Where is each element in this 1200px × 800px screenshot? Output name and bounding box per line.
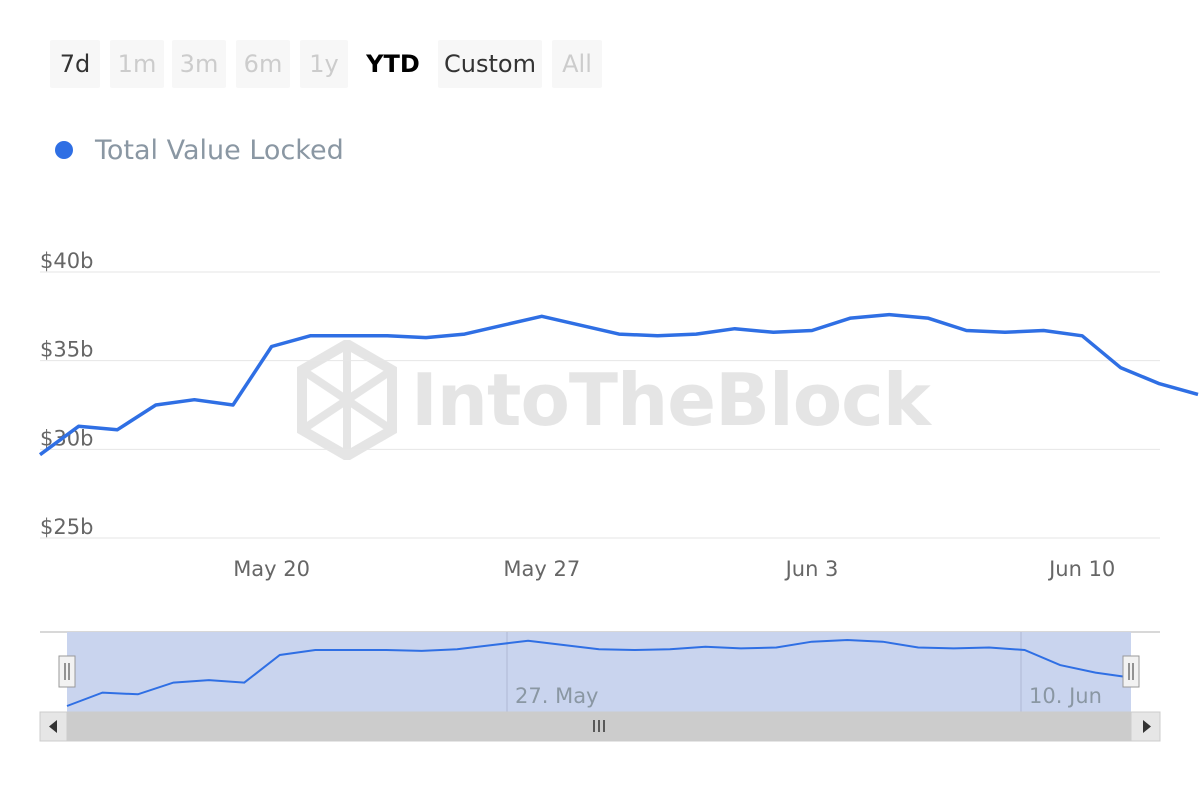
series-layer xyxy=(38,312,1199,457)
arrow-left-icon xyxy=(49,720,57,733)
y-tick-label: $35b xyxy=(40,338,93,362)
navigator-right-handle[interactable] xyxy=(1122,655,1140,688)
watermark-text: IntoTheBlock xyxy=(411,358,931,442)
range-button-ytd[interactable]: YTD xyxy=(366,50,420,78)
scroll-right-button[interactable] xyxy=(1130,711,1161,742)
intotheblock-logo-icon xyxy=(297,340,397,460)
x-tick-label: Jun 3 xyxy=(784,557,839,581)
x-tick-label: May 20 xyxy=(233,557,310,581)
x-axis: May 20 May 27 Jun 3 Jun 10 xyxy=(233,557,1115,581)
arrow-right-icon xyxy=(1143,720,1151,733)
range-button-custom[interactable]: Custom xyxy=(438,40,542,88)
legend-marker xyxy=(55,141,73,159)
range-button-all[interactable]: All xyxy=(552,40,602,88)
range-button-6m[interactable]: 6m xyxy=(236,40,290,88)
range-button-1m[interactable]: 1m xyxy=(110,40,164,88)
y-axis: $25b$30b$35b$40b xyxy=(40,249,93,539)
navigator-selected-range[interactable] xyxy=(67,632,1131,712)
navigator-left-handle[interactable] xyxy=(58,655,76,688)
range-button-3m[interactable]: 3m xyxy=(172,40,226,88)
y-tick-label: $40b xyxy=(40,249,93,273)
y-tick-label: $25b xyxy=(40,515,93,539)
navigator-scrollbar[interactable] xyxy=(39,711,1161,742)
navigator-series-line xyxy=(66,638,1132,707)
scroll-left-button[interactable] xyxy=(39,711,68,742)
navigator[interactable]: 27. May 10. Jun xyxy=(39,631,1161,742)
navigator-date-label: 27. May xyxy=(515,684,599,708)
navigator-date-label: 10. Jun xyxy=(1029,684,1102,708)
series-line xyxy=(38,312,1199,457)
range-button-7d[interactable]: 7d xyxy=(50,40,100,88)
legend[interactable]: Total Value Locked xyxy=(55,130,344,170)
range-button-1y[interactable]: 1y xyxy=(300,40,348,88)
legend-label: Total Value Locked xyxy=(95,134,344,166)
scrollbar-grip-icon xyxy=(593,720,605,732)
x-tick-label: Jun 10 xyxy=(1047,557,1115,581)
watermark: IntoTheBlock xyxy=(297,340,931,460)
grid-lines xyxy=(40,271,1160,539)
x-tick-label: May 27 xyxy=(503,557,580,581)
